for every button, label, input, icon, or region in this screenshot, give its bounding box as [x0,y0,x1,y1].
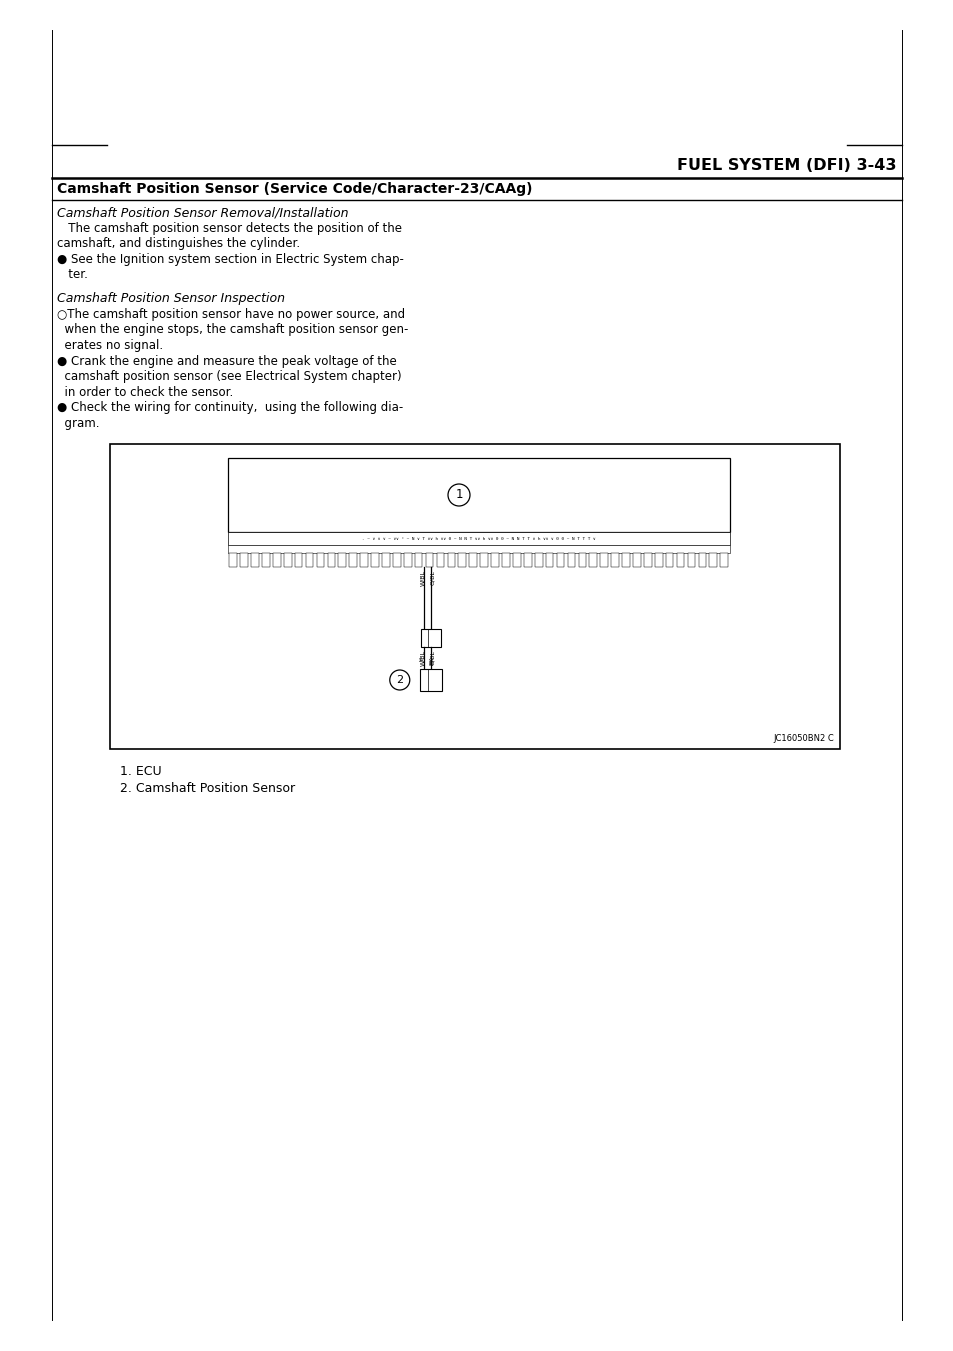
Text: O/BL: O/BL [430,650,435,665]
Circle shape [448,484,470,507]
Text: when the engine stops, the camshaft position sensor gen-: when the engine stops, the camshaft posi… [57,323,408,336]
Text: ter.: ter. [57,269,88,281]
Text: Camshaft Position Sensor (Service Code/Character-23/CAAg): Camshaft Position Sensor (Service Code/C… [57,182,532,196]
Text: 1: 1 [455,489,462,501]
Text: Y: Y [420,657,425,661]
Bar [382,553,390,567]
Bar [110,444,840,748]
Bar [665,553,673,567]
Bar [415,553,422,567]
Text: gram.: gram. [57,416,99,430]
Text: FUEL SYSTEM (DFI) 3-43: FUEL SYSTEM (DFI) 3-43 [677,158,896,173]
Bar [720,553,727,567]
Bar [709,553,717,567]
Bar [545,553,553,567]
Bar [567,553,575,567]
Text: ● See the Ignition system section in Electric System chap-: ● See the Ignition system section in Ele… [57,253,403,266]
Bar [557,553,564,567]
Text: The camshaft position sensor detects the position of the: The camshaft position sensor detects the… [57,222,401,235]
Bar [425,553,433,567]
Bar [643,553,651,567]
Text: - ~ ∨ ∨ ∨ ~ ∨∨ ° ~ N ∨ T ∨∨ h ∨∨ 0 ~ N N T ∨∨ h ∨∨ 0 0 ~ N N T T ∨ h ∨∨ ∨ 0 0 ~ : - ~ ∨ ∨ ∨ ~ ∨∨ ° ~ N ∨ T ∨∨ h ∨∨ 0 ~ N N… [362,536,596,540]
Bar [458,553,466,567]
Bar [228,532,729,544]
Bar [447,553,455,567]
Bar [305,553,313,567]
Bar [599,553,607,567]
Bar [228,458,729,532]
Bar [698,553,705,567]
Bar [687,553,695,567]
Text: in order to check the sensor.: in order to check the sensor. [57,385,233,399]
Bar [228,544,729,553]
Text: BK: BK [430,657,435,666]
Bar [316,553,324,567]
Bar [240,553,248,567]
Bar [251,553,258,567]
Bar [501,553,509,567]
Bar [284,553,292,567]
Circle shape [390,670,410,690]
Text: 2: 2 [395,676,403,685]
Text: JC16050BN2 C: JC16050BN2 C [773,734,833,743]
Bar [479,553,487,567]
Bar [589,553,597,567]
Bar [229,553,236,567]
Bar [469,553,476,567]
Bar [262,553,270,567]
Bar [419,669,441,690]
Text: O/BL: O/BL [430,570,435,585]
Bar [535,553,542,567]
Bar [420,630,440,647]
Bar [513,553,520,567]
Text: W/BL: W/BL [420,650,425,666]
Text: ● Crank the engine and measure the peak voltage of the: ● Crank the engine and measure the peak … [57,354,396,367]
Text: W/BL: W/BL [420,570,425,586]
Bar [327,553,335,567]
Bar [523,553,531,567]
Text: erates no signal.: erates no signal. [57,339,163,353]
Text: ● Check the wiring for continuity,  using the following dia-: ● Check the wiring for continuity, using… [57,401,403,413]
Bar [578,553,585,567]
Text: ○The camshaft position sensor have no power source, and: ○The camshaft position sensor have no po… [57,308,405,322]
Text: 1. ECU: 1. ECU [120,765,161,778]
Text: 2. Camshaft Position Sensor: 2. Camshaft Position Sensor [120,782,294,794]
Bar [349,553,356,567]
Bar [436,553,444,567]
Bar [273,553,280,567]
Text: camshaft position sensor (see Electrical System chapter): camshaft position sensor (see Electrical… [57,370,401,382]
Bar [611,553,618,567]
Bar [676,553,683,567]
Bar [403,553,411,567]
Bar [294,553,302,567]
Bar [633,553,640,567]
Bar [393,553,400,567]
Text: Camshaft Position Sensor Inspection: Camshaft Position Sensor Inspection [57,292,285,305]
Text: camshaft, and distinguishes the cylinder.: camshaft, and distinguishes the cylinder… [57,238,300,250]
Bar [371,553,378,567]
Bar [654,553,662,567]
Bar [338,553,346,567]
Text: Camshaft Position Sensor Removal/Installation: Camshaft Position Sensor Removal/Install… [57,205,348,219]
Bar [491,553,498,567]
Bar [621,553,629,567]
Bar [360,553,368,567]
